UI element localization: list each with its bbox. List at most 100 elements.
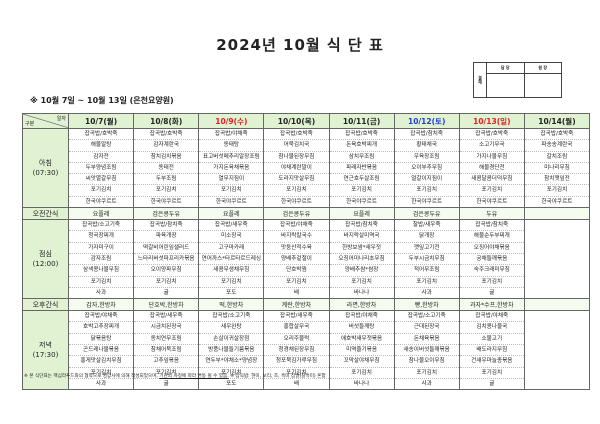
menu-item: 가지돈육채볶음 bbox=[199, 163, 264, 175]
snack-cell bbox=[523, 298, 591, 312]
menu-item: 포기김치 bbox=[524, 185, 589, 197]
menu-item: 파송송계란국 bbox=[524, 140, 589, 152]
day-header: 10/7(월) bbox=[67, 113, 135, 129]
row-label-time: (17:30) bbox=[32, 351, 59, 360]
menu-item: 한국야쿠르트 bbox=[215, 198, 247, 205]
menu-item: 열무지짐이 bbox=[199, 174, 264, 186]
menu-item: 새송이버섯들깨볶음 bbox=[394, 345, 459, 357]
menu-item: 한국야쿠르트 bbox=[150, 198, 182, 205]
meal-cell: 잡곡밥/새우죽 시금치된장국 동치연무조림 참채어묵조림 고추잎볶음 포기김치 귤 bbox=[133, 310, 200, 391]
snack-cell: 단호박,한방차 bbox=[133, 298, 200, 312]
day-header: 10/13(일) bbox=[458, 113, 525, 129]
row-label-name: 점심 bbox=[39, 250, 52, 259]
menu-item: 바지락살미역국 bbox=[329, 231, 394, 243]
menu-item: 감자전 bbox=[69, 152, 134, 163]
menu-item: 애호박새우젓볶음 bbox=[329, 334, 394, 346]
menu-item: 오이양파무침 bbox=[134, 265, 199, 277]
snack-cell: 검은콩두유 bbox=[393, 207, 460, 221]
menu-item: 한국야쿠르트 bbox=[346, 198, 377, 205]
snack-cell: 감자,한방차 bbox=[67, 298, 135, 312]
menu-item: 바나나 bbox=[353, 289, 370, 296]
menu-item: 적어무조림 bbox=[394, 265, 459, 277]
menu-item: 잡곡밥/참치죽 bbox=[329, 220, 394, 232]
menu-item: 잡곡밥/야채죽 bbox=[329, 311, 394, 323]
row-label-time: (07:30) bbox=[32, 169, 59, 178]
meal-cell: 잡곡밥/참치죽 바지락살미역국 한방보쌈*새우젓 오징어미나리초무침 양배추쌈*쌈장 포기… bbox=[328, 219, 395, 300]
meal-cell: 잡곡밥/참치죽 황태채국 우육장조림 오이부추무침 얼갈이지짐이 포기김치 한국야쿠르트 bbox=[393, 127, 460, 209]
menu-item: 새콤달콤더덕무침 bbox=[459, 174, 524, 186]
menu-item: 참채어묵조림 bbox=[134, 345, 199, 357]
corner-cell: 일자 구분 bbox=[22, 113, 69, 129]
menu-item: 느타리버섯파프리카볶음 bbox=[134, 254, 199, 266]
menu-item: 오징어미나리초무침 bbox=[329, 254, 394, 266]
menu-item: 새콤무생채무침 bbox=[199, 265, 264, 277]
menu-item: 시금치된장국 bbox=[134, 322, 199, 334]
menu-item: 포기김치 bbox=[264, 185, 329, 197]
menu-item: 꼬막살야채무침 bbox=[329, 356, 394, 368]
snack-cell: 떡,한방차 bbox=[198, 298, 265, 312]
menu-item: 해물순두부찌개 bbox=[459, 231, 524, 243]
menu-item: 포도 bbox=[226, 289, 237, 296]
menu-item: 새우완탕 bbox=[199, 322, 264, 334]
menu-item: 닭볶음탕 bbox=[69, 334, 134, 346]
menu-item: 포기김치 bbox=[394, 277, 459, 288]
approval-col-1: 담 당 bbox=[486, 63, 524, 74]
meal-cell bbox=[523, 219, 591, 300]
menu-item: 황태채국 bbox=[394, 140, 459, 152]
menu-item: 단호박찜 bbox=[264, 265, 329, 277]
menu-item: 잡곡밥/소고기죽 bbox=[394, 311, 459, 323]
meal-cell: 잡곡밥/소고기죽 새우완탕 손살이귀살장점 방풍나물들기름볶음 연두부*야채소*양념장 포… bbox=[198, 310, 265, 391]
menu-item: 맛둥산적수육 bbox=[264, 243, 329, 254]
day-header: 10/14(월) bbox=[523, 113, 591, 129]
menu-item: 오이부추무침 bbox=[394, 163, 459, 175]
snack-cell bbox=[523, 207, 591, 221]
menu-item: 한국야쿠르트 bbox=[280, 198, 312, 205]
menu-item: 사과 bbox=[421, 289, 432, 296]
snack-cell: 검은콩두유 bbox=[263, 207, 330, 221]
diagonal-line bbox=[23, 114, 69, 128]
menu-item: 곤드레나물볶음 bbox=[69, 345, 134, 357]
menu-item: 오리주물럭 bbox=[264, 334, 329, 346]
menu-item: 잡곡밥/호박죽 bbox=[459, 129, 524, 141]
meal-cell: 잡곡밥/야채죽 호박고추장찌개 닭볶음탕 곤드레나물볶음 홍게맛살김치무침 포기김치 사과 bbox=[67, 310, 135, 391]
menu-item: 잡곡밥/야채죽 bbox=[264, 220, 329, 232]
menu-item: 포기김치 bbox=[459, 368, 524, 379]
menu-item: 갈치조림 bbox=[524, 152, 589, 163]
menu-item: 참치김치볶음 bbox=[134, 152, 199, 163]
snack-row: 오후간식 감자,한방차 단호박,한방차 떡,한방차 계란,한방차 라면,한방차 빵,한방차 과… bbox=[22, 298, 591, 312]
menu-item: 깻잎고기전 bbox=[394, 243, 459, 254]
menu-item: 버섯들깨탕 bbox=[329, 322, 394, 334]
row-label: 점심 (12:00) bbox=[22, 219, 69, 300]
row-label: 아침 (07:30) bbox=[22, 127, 69, 209]
meal-cell bbox=[523, 310, 591, 391]
menu-item: 사과 bbox=[95, 380, 107, 387]
meal-cell: 잡곡밥/호박죽 돈육호박찌개 삼치무조림 파래자반볶음 연근호두살조림 포기김치 한국야쿠르… bbox=[328, 127, 395, 209]
row-label-time: (12:00) bbox=[32, 260, 59, 269]
menu-item: 배 bbox=[293, 380, 300, 387]
footnote-text-1: ※ 본 식단표는 핵심라푸드와의 협약으로 영양사에 의해 작성되었으며, bbox=[24, 374, 160, 379]
menu-item: 포기김치 bbox=[264, 277, 329, 288]
menu-item: 손살이귀살장점 bbox=[199, 334, 264, 346]
menu-item: 궁채들깨볶음 bbox=[459, 254, 524, 266]
menu-item: 미소장국 bbox=[199, 231, 264, 243]
snack-cell: 요플레 bbox=[67, 207, 135, 221]
day-header: 10/8(화) bbox=[133, 113, 200, 129]
row-label-name: 오후간식 bbox=[32, 300, 59, 309]
menu-item: 양배추쌈*쌈장 bbox=[329, 265, 394, 277]
menu-item: 홍게맛살김치무침 bbox=[69, 356, 134, 368]
day-header: 10/10(목) bbox=[263, 113, 330, 129]
menu-item: 잡곡밥/호박죽 bbox=[134, 129, 199, 141]
menu-item: 잡곡밥/소고기죽 bbox=[69, 220, 134, 232]
menu-item: 삼색콩나물무침 bbox=[69, 265, 134, 277]
menu-item: 한방보쌈*새우젓 bbox=[329, 243, 394, 254]
menu-item: 포도 bbox=[226, 380, 237, 387]
footnote-text-3: ※ 잡곡밥: 현미, 보리, 조, 흑미 찹쌀(찰흑미) 혼합 bbox=[228, 374, 326, 379]
approval-label: 결재 bbox=[478, 76, 483, 84]
menu-item: 오징어야채볶음 bbox=[459, 243, 524, 254]
menu-item: 잡곡밥/야채죽 bbox=[459, 311, 524, 323]
menu-item: 두부시금치무침 bbox=[394, 254, 459, 266]
menu-item: 사과 bbox=[421, 380, 432, 387]
meal-cell: 찰밥/새우죽 닭개장 깻잎고기전 두부시금치무침 적어무조림 포기김치 사과 bbox=[393, 219, 460, 300]
menu-item: 포기김치 bbox=[199, 368, 264, 379]
header-row: 일자 구분 10/7(월) 10/8(화) 10/9(수) 10/10(목) 10/11… bbox=[22, 113, 591, 129]
